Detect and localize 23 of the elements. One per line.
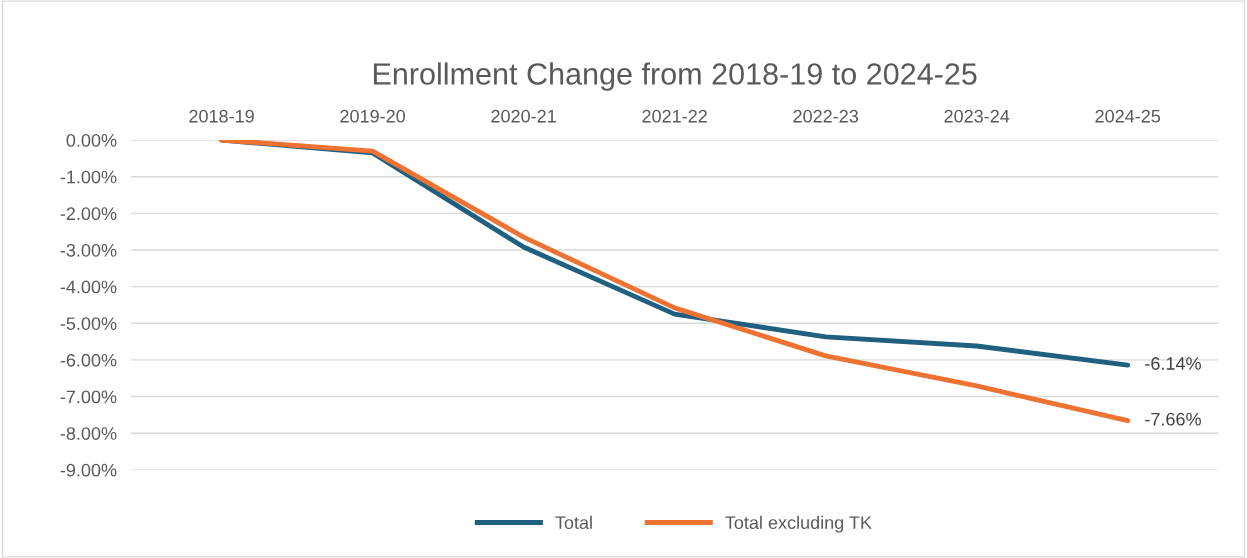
x-tick-label: 2021-22	[642, 109, 707, 123]
y-tick-label: 0.00%	[66, 133, 117, 147]
x-tick-label: 2020-21	[491, 109, 556, 123]
y-tick-label: -4.00%	[60, 280, 117, 294]
x-tick-label: 2018-19	[189, 109, 254, 123]
data-label: -6.14%	[1145, 357, 1201, 370]
legend-label: Total	[555, 515, 592, 530]
x-tick-label: 2022-23	[793, 109, 858, 123]
y-tick-label: -7.00%	[60, 390, 117, 404]
x-tick-label: 2024-25	[1095, 109, 1161, 123]
y-tick-label: -5.00%	[60, 317, 117, 330]
chart-title: Enrollment Change from 2018-19 to 2024-25	[373, 62, 977, 91]
y-tick-label: -6.00%	[60, 353, 117, 367]
data-label: -7.66%	[1145, 412, 1201, 426]
legend-label: Total excluding TK	[725, 515, 872, 533]
x-tick-label: 2023-24	[944, 109, 1010, 123]
x-tick-label: 2019-20	[340, 109, 405, 123]
y-tick-label: -9.00%	[60, 463, 117, 477]
y-tick-label: -2.00%	[60, 207, 117, 221]
y-tick-label: -8.00%	[60, 427, 117, 440]
line-series	[219, 140, 1131, 424]
y-tick-label: -1.00%	[60, 170, 117, 184]
y-tick-label: -3.00%	[60, 243, 117, 257]
